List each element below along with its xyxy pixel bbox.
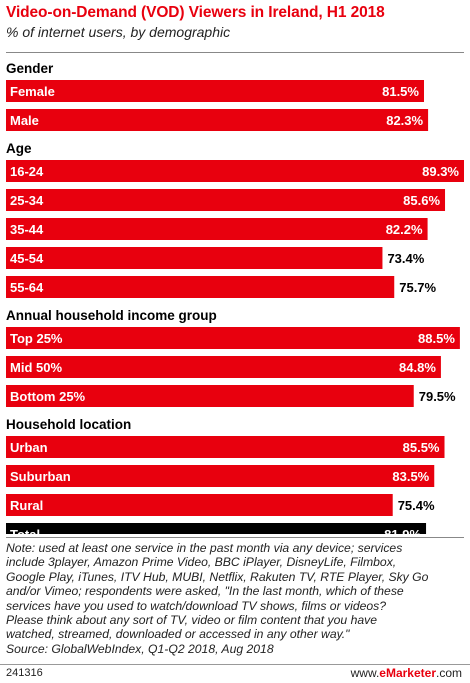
category-label: 45-54 bbox=[10, 251, 44, 266]
note-line: Please think about any sort of TV, video… bbox=[6, 613, 378, 628]
category-value: 88.5% bbox=[418, 331, 455, 346]
category-label: Female bbox=[10, 84, 55, 99]
chart-title: Video-on-Demand (VOD) Viewers in Ireland… bbox=[6, 4, 385, 21]
note-line: and/or Vimeo; respondents were asked, "I… bbox=[6, 584, 404, 599]
chart-id: 241316 bbox=[6, 667, 43, 679]
category-value: 89.3% bbox=[422, 164, 459, 179]
footer-divider bbox=[0, 664, 470, 665]
category-bar bbox=[6, 356, 441, 378]
category-value: 73.4% bbox=[387, 251, 424, 266]
chart-subtitle: % of internet users, by demographic bbox=[6, 24, 231, 40]
group-heading: Age bbox=[6, 141, 32, 156]
category-value: 85.6% bbox=[403, 193, 440, 208]
category-value: 82.2% bbox=[386, 222, 423, 237]
group-heading: Annual household income group bbox=[6, 308, 217, 323]
group-heading: Gender bbox=[6, 61, 54, 76]
note-line: services have you used to watch/download… bbox=[6, 598, 387, 613]
total-value: 81.9% bbox=[384, 527, 421, 534]
category-bar bbox=[6, 80, 424, 102]
total-bar bbox=[6, 523, 427, 534]
category-bar bbox=[6, 494, 393, 516]
total-label: Total bbox=[10, 527, 40, 534]
category-value: 84.8% bbox=[399, 360, 436, 375]
category-value: 83.5% bbox=[392, 469, 429, 484]
category-bar bbox=[6, 436, 445, 458]
category-label: Rural bbox=[10, 498, 43, 513]
category-label: Male bbox=[10, 113, 39, 128]
category-value: 75.7% bbox=[399, 280, 436, 295]
source-line: Source: GlobalWebIndex, Q1-Q2 2018, Aug … bbox=[6, 641, 274, 656]
note-line: watched, streamed, downloaded or accesse… bbox=[6, 627, 350, 642]
category-value: 79.5% bbox=[419, 389, 456, 404]
category-bar bbox=[6, 276, 395, 298]
category-label: Bottom 25% bbox=[10, 389, 86, 404]
chart-note: Note: used at least one service in the p… bbox=[6, 541, 466, 656]
group-heading: Household location bbox=[6, 417, 131, 432]
category-bar bbox=[6, 189, 446, 211]
category-bar bbox=[6, 160, 464, 182]
category-bar bbox=[6, 109, 429, 131]
category-bar bbox=[6, 465, 435, 487]
category-value: 82.3% bbox=[386, 113, 423, 128]
category-value: 85.5% bbox=[403, 440, 440, 455]
category-bar bbox=[6, 218, 428, 240]
category-label: 55-64 bbox=[10, 280, 44, 295]
category-value: 75.4% bbox=[398, 498, 435, 513]
category-label: 16-24 bbox=[10, 164, 44, 179]
category-label: 25-34 bbox=[10, 193, 44, 208]
note-line: Google Play, iTunes, ITV Hub, MUBI, Netf… bbox=[6, 569, 429, 584]
category-label: Mid 50% bbox=[10, 360, 62, 375]
category-label: Suburban bbox=[10, 469, 71, 484]
bar-chart: Gender Female 81.5% Male 82.3% Age 16-24 89.3% 2… bbox=[6, 61, 464, 534]
category-value: 81.5% bbox=[382, 84, 419, 99]
category-label: 35-44 bbox=[10, 222, 44, 237]
category-label: Top 25% bbox=[10, 331, 63, 346]
category-bar bbox=[6, 385, 414, 407]
brand-logo: www.eMarketer.com bbox=[350, 666, 462, 680]
category-label: Urban bbox=[10, 440, 48, 455]
top-divider bbox=[6, 52, 464, 53]
category-bar bbox=[6, 327, 460, 349]
note-line: include 3player, Amazon Prime Video, BBC… bbox=[6, 555, 397, 570]
bottom-divider bbox=[6, 537, 464, 538]
category-bar bbox=[6, 247, 383, 269]
note-line: Note: used at least one service in the p… bbox=[6, 541, 403, 555]
